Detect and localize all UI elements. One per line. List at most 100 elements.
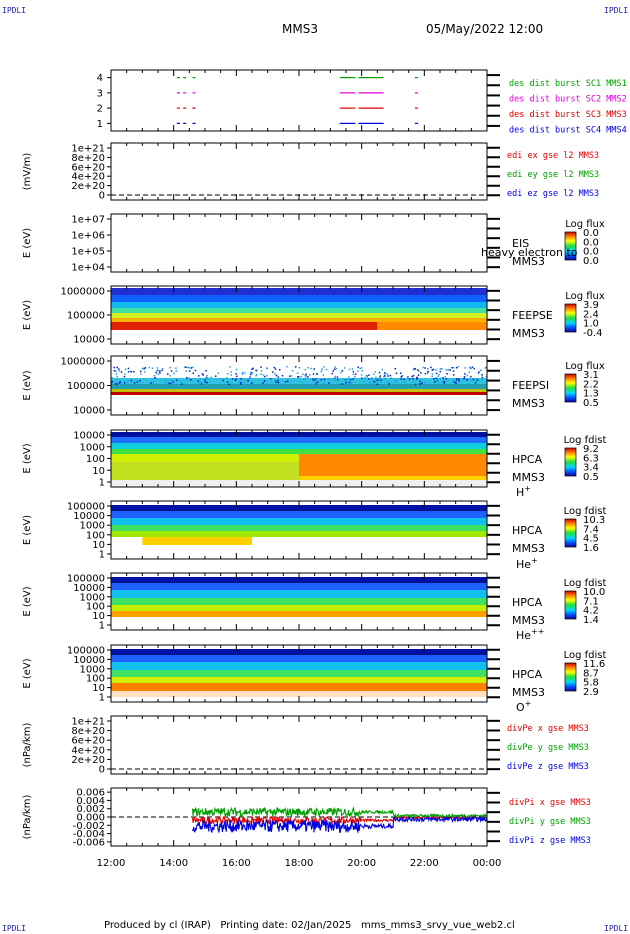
legend-entry: divPi x gse MMS3 xyxy=(509,798,591,808)
colorbar xyxy=(564,590,577,620)
spectrogram-speckle xyxy=(433,378,435,380)
spectrogram-speckle xyxy=(323,366,325,368)
spectrogram-speckle xyxy=(113,366,115,369)
spectrogram-speckle xyxy=(336,379,339,381)
spectrogram-speckle xyxy=(419,380,421,383)
spectrogram-speckle xyxy=(305,373,307,376)
spectrogram-speckle xyxy=(204,381,207,383)
spectrogram-speckle xyxy=(430,366,432,369)
x-tick-label: 16:00 xyxy=(222,858,251,869)
spectrogram-speckle xyxy=(440,368,443,370)
spectrogram-speckle xyxy=(115,373,118,375)
spectrogram-speckle xyxy=(442,377,444,379)
spectrogram-speckle xyxy=(186,366,189,369)
spectrogram-speckle xyxy=(371,377,373,379)
spectrogram-speckle xyxy=(478,371,480,374)
spectrogram-speckle xyxy=(185,366,188,369)
spectrogram-speckle xyxy=(344,367,346,369)
spectrogram-speckle xyxy=(449,369,451,371)
spectrogram-speckle xyxy=(192,366,194,369)
panel-frame xyxy=(110,69,488,132)
spectrogram-speckle xyxy=(345,382,347,384)
spectrogram-speckle xyxy=(445,379,447,381)
instrument-label: HPCA xyxy=(512,524,543,537)
spectrogram-speckle xyxy=(374,379,377,381)
spectrogram-speckle xyxy=(475,378,478,380)
colorbar-tick-label: 0.5 xyxy=(583,398,599,409)
spectrogram-speckle xyxy=(169,366,171,369)
spectrogram-speckle xyxy=(463,377,465,380)
y-tick-label: 1e+05 xyxy=(71,247,105,258)
spectrogram-speckle xyxy=(333,380,336,382)
colorbar-tick-label: 1.6 xyxy=(583,543,599,554)
y-tick-label: 1000 xyxy=(80,521,105,532)
spectrogram-speckle xyxy=(367,378,370,380)
spectrogram-band xyxy=(111,313,487,318)
spectrogram-speckle xyxy=(388,383,391,385)
spectrogram-speckle xyxy=(241,373,244,375)
spacecraft-label: MMS3 xyxy=(512,255,545,268)
spectrogram-speckle xyxy=(227,373,229,375)
spectrogram-speckle xyxy=(328,378,330,380)
colorbar xyxy=(564,231,577,261)
spectrogram-speckle xyxy=(111,381,114,383)
spectrogram-speckle xyxy=(354,376,356,378)
spectrogram-speckle xyxy=(379,374,381,377)
spectrogram-band xyxy=(111,670,487,677)
spectrogram-speckle xyxy=(467,378,469,381)
spectrogram-speckle xyxy=(170,370,173,372)
colorbar-tick-label: 9.2 xyxy=(583,444,599,455)
page-title: MMS3 xyxy=(282,22,318,36)
colorbar xyxy=(564,447,577,477)
spectrogram-speckle xyxy=(156,367,159,369)
spectrogram-speckle xyxy=(118,370,121,372)
spectrogram-speckle xyxy=(125,383,128,386)
footer-printing-date: Printing date: 02/Jan/2025 xyxy=(220,920,352,931)
spectrogram-speckle xyxy=(140,373,142,375)
spectrogram-speckle xyxy=(111,377,114,379)
spectrogram-speckle xyxy=(349,378,352,381)
legend-entry: divPi y gse MMS3 xyxy=(509,817,591,827)
y-tick-label: 0.002 xyxy=(76,804,105,815)
y-tick-label: 10000 xyxy=(73,655,105,666)
y-tick-label: 1 xyxy=(99,478,105,489)
spectrogram-speckle xyxy=(420,372,422,374)
spectrogram-speckle xyxy=(480,369,482,372)
spectrogram-speckle xyxy=(328,382,330,384)
spectrogram-speckle xyxy=(172,381,174,383)
spectrogram-speckle xyxy=(210,376,213,378)
spectrogram-speckle xyxy=(338,383,340,385)
spectrogram-speckle xyxy=(360,367,363,369)
spectrogram-speckle xyxy=(126,380,129,383)
spectrogram-speckle xyxy=(380,379,382,382)
colorbar-tick-label: 7.4 xyxy=(583,524,599,535)
spectrogram-speckle xyxy=(368,374,370,376)
corner-label-top-left: IPDLI xyxy=(2,6,27,15)
spectrogram-speckle xyxy=(438,383,440,385)
spectrogram-speckle xyxy=(403,378,405,381)
spectrogram-band xyxy=(111,392,487,395)
spectrogram-speckle xyxy=(114,370,117,372)
spectrogram-speckle xyxy=(113,369,116,372)
spectrogram-speckle xyxy=(118,382,121,384)
spectrogram-speckle xyxy=(445,378,448,380)
panel-frame xyxy=(110,715,488,775)
spectrogram-speckle xyxy=(247,378,250,381)
spectrogram-speckle xyxy=(168,382,170,385)
colorbar-tick-label: 2.2 xyxy=(583,379,599,390)
spectrogram-speckle xyxy=(422,366,425,369)
spectrogram-speckle xyxy=(453,381,456,383)
spectrogram-speckle xyxy=(255,369,257,372)
spectrogram-speckle xyxy=(235,378,237,380)
spectrogram-speckle xyxy=(381,368,384,371)
spectrogram-speckle xyxy=(230,371,232,373)
colorbar-tick-label: 3.9 xyxy=(583,300,599,311)
y-tick-label: 6e+20 xyxy=(71,736,105,747)
spectrogram-speckle xyxy=(470,375,472,378)
spectrogram-speckle xyxy=(150,382,152,384)
y-tick-label: 100 xyxy=(86,602,105,613)
spectrogram-speckle xyxy=(447,369,449,371)
instrument-label: HPCA xyxy=(512,453,543,466)
spectrogram-speckle xyxy=(431,375,433,378)
